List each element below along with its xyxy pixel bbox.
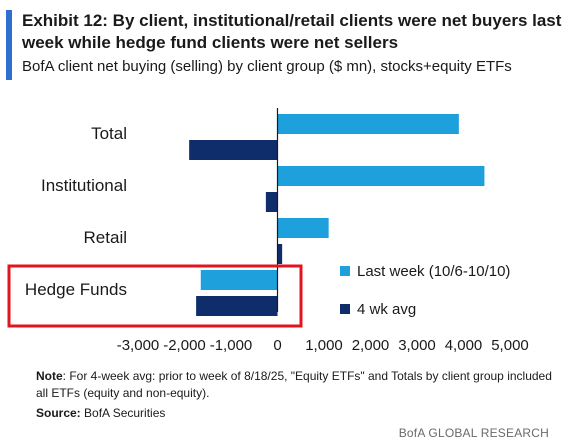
bar-total-series-0 xyxy=(277,114,459,134)
bar-institutional-series-0 xyxy=(277,166,485,186)
category-label: Hedge Funds xyxy=(25,280,127,299)
bar-institutional-series-1 xyxy=(265,192,278,212)
legend-label: 4 wk avg xyxy=(357,301,416,318)
x-tick-label: 3,000 xyxy=(398,337,436,354)
bar-retail-series-0 xyxy=(277,218,329,238)
chart-note: Note: For 4-week avg: prior to week of 8… xyxy=(36,368,556,402)
legend-label: Last week (10/6-10/10) xyxy=(357,263,510,280)
title-accent-bar xyxy=(6,10,12,80)
x-tick-label: 2,000 xyxy=(352,337,390,354)
highlight-box xyxy=(7,264,303,328)
x-tick-label: 5,000 xyxy=(491,337,529,354)
note-label: Note xyxy=(36,369,63,383)
bar-hedge-funds-series-0 xyxy=(200,270,278,290)
chart-subtitle: BofA client net buying (selling) by clie… xyxy=(22,58,512,75)
x-tick-label: 1,000 xyxy=(305,337,343,354)
category-label: Total xyxy=(91,124,127,143)
category-label: Retail xyxy=(84,228,127,247)
source-text: BofA Securities xyxy=(80,406,166,420)
chart-source: Source: BofA Securities xyxy=(36,406,165,420)
chart-title: Exhibit 12: By client, institutional/ret… xyxy=(22,11,562,52)
bar-hedge-funds-series-1 xyxy=(196,296,278,316)
footer-brand: BofA GLOBAL RESEARCH xyxy=(398,426,549,440)
x-tick-label: 0 xyxy=(273,337,281,354)
x-tick-label: -2,000 xyxy=(163,337,206,354)
legend-swatch xyxy=(340,266,350,276)
bar-retail-series-1 xyxy=(277,244,283,264)
source-label: Source: xyxy=(36,406,81,420)
x-tick-label: -3,000 xyxy=(117,337,160,354)
note-text: : For 4-week avg: prior to week of 8/18/… xyxy=(36,369,552,400)
x-tick-label: -1,000 xyxy=(210,337,253,354)
x-tick-label: 4,000 xyxy=(445,337,483,354)
legend-swatch xyxy=(340,304,350,314)
category-label: Institutional xyxy=(41,176,127,195)
bar-total-series-1 xyxy=(189,140,278,160)
